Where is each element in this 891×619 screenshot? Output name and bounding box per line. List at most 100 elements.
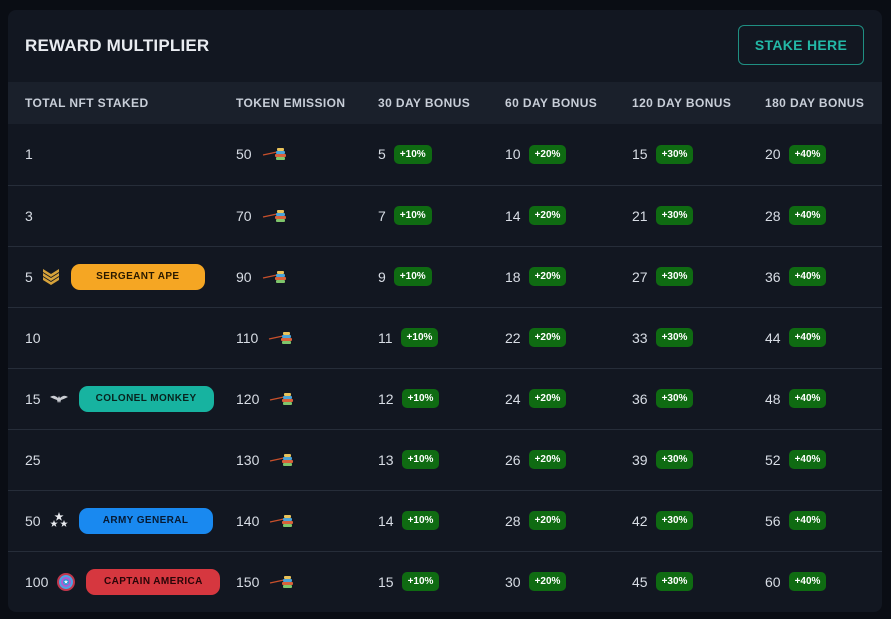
token-emission-value: 150 [236,573,260,590]
token-emission-value: 70 [236,207,252,224]
token-coin-icon [270,514,294,527]
bonus-30-badge: +10% [393,144,432,164]
nft-staked-value: 100 [25,573,49,590]
bonus-60-badge: +20% [528,267,567,286]
bonus-60-badge: +20% [528,450,567,469]
rank-badge: COLONEL MONKEY [78,385,214,412]
bonus-180-value: 44 [765,329,781,346]
table-row: 25 130 13 +10% 26 +20% 39 +30% 52 +40 [8,429,882,490]
bonus-30-value: 11 [378,329,393,346]
token-emission-value: 90 [236,268,252,285]
col-total-nft-staked: TOTAL NFT STAKED [25,96,149,110]
rank-badge: SERGEANT APE [70,263,205,290]
bonus-30-badge: +10% [401,450,440,469]
bonus-60-badge: +20% [528,572,567,592]
bonus-180-value: 52 [765,451,781,468]
token-coin-icon [270,575,294,588]
shield-icon [56,572,76,592]
nft-staked-value: 15 [25,390,41,407]
bonus-120-badge: +30% [655,267,694,286]
bonus-30-value: 13 [378,451,394,468]
bonus-120-badge: +30% [655,572,694,592]
bonus-30-badge: +10% [400,328,439,347]
bonus-180-badge: +40% [788,572,827,592]
bonus-180-badge: +40% [788,206,827,225]
bonus-180-badge: +40% [788,389,827,408]
col-30-day-bonus: 30 DAY BONUS [378,96,471,110]
stake-here-button[interactable]: STAKE HERE [738,25,864,65]
card-header: REWARD MULTIPLIER STAKE HERE [8,10,882,82]
bonus-180-badge: +40% [788,511,827,530]
nft-staked-value: 1 [25,146,33,163]
bonus-60-badge: +20% [528,328,567,347]
nft-staked-value: 3 [25,207,33,224]
col-60-day-bonus: 60 DAY BONUS [505,96,598,110]
token-coin-icon [270,453,294,466]
page-title: REWARD MULTIPLIER [25,36,210,55]
bonus-60-value: 30 [505,573,521,590]
table-row: 50 ARMY GENERAL 140 14 +10% 28 +20% 42 +… [8,490,882,551]
token-coin-icon [269,331,293,344]
token-coin-icon [262,148,286,161]
token-emission-value: 110 [236,329,259,346]
token-emission-value: 120 [236,390,260,407]
bonus-60-value: 26 [505,451,521,468]
bonus-30-value: 14 [378,512,394,529]
table-row: 1 50 5 +10% 10 +20% 15 +30% 20 +40% [8,124,882,185]
table-row: 10 110 11 +10% 22 +20% 33 +30% 44 +40 [8,307,882,368]
bonus-180-badge: +40% [788,144,827,164]
table-row: 100 CAPTAIN AMERICA 150 15 +10% 30 +20% … [8,551,882,612]
nft-staked-value: 10 [25,329,41,346]
table-row: 3 70 7 +10% 14 +20% 21 +30% 28 +40% [8,185,882,246]
bonus-120-value: 45 [632,573,648,590]
bonus-30-badge: +10% [401,511,440,530]
stars-icon [49,511,69,531]
bonus-60-badge: +20% [528,206,567,225]
bonus-180-value: 20 [765,146,781,163]
bonus-120-value: 33 [632,329,648,346]
token-coin-icon [262,209,286,222]
eagle-icon [49,389,69,409]
rank-badge: ARMY GENERAL [78,507,213,534]
bonus-180-value: 60 [765,573,781,590]
bonus-120-value: 27 [632,268,648,285]
token-emission-value: 50 [236,146,252,163]
bonus-180-badge: +40% [788,450,827,469]
table-header-row: TOTAL NFT STAKED TOKEN EMISSION 30 DAY B… [8,82,882,124]
bonus-30-value: 15 [378,573,394,590]
bonus-120-badge: +30% [655,144,694,164]
col-120-day-bonus: 120 DAY BONUS [632,96,732,110]
bonus-60-badge: +20% [528,389,567,408]
nft-staked-value: 25 [25,451,41,468]
table-row: 5 SERGEANT APE 90 9 +10% 18 +20% 27 +30%… [8,246,882,307]
token-emission-value: 140 [236,512,260,529]
bonus-120-badge: +30% [655,511,694,530]
col-180-day-bonus: 180 DAY BONUS [765,96,865,110]
token-emission-value: 130 [236,451,260,468]
bonus-120-value: 21 [632,207,648,224]
bonus-120-value: 15 [632,146,648,163]
bonus-180-value: 48 [765,390,781,407]
bonus-120-value: 36 [632,390,648,407]
col-token-emission: TOKEN EMISSION [236,96,346,110]
bonus-180-value: 28 [765,207,781,224]
bonus-120-value: 42 [632,512,648,529]
bonus-60-value: 24 [505,390,521,407]
nft-staked-value: 50 [25,512,41,529]
nft-staked-value: 5 [25,268,33,285]
token-coin-icon [270,392,294,405]
bonus-60-value: 28 [505,512,521,529]
table-row: 15 COLONEL MONKEY 120 12 +10% 24 +20% 36… [8,368,882,429]
bonus-60-value: 22 [505,329,521,346]
bonus-30-badge: +10% [393,206,432,225]
bonus-120-badge: +30% [655,450,694,469]
bonus-60-value: 10 [505,146,521,163]
bonus-30-value: 5 [378,146,386,163]
bonus-120-badge: +30% [655,206,694,225]
bonus-30-badge: +10% [401,389,440,408]
sergeant-chevron-icon [41,267,61,287]
token-coin-icon [262,270,286,283]
multiplier-table: TOTAL NFT STAKED TOKEN EMISSION 30 DAY B… [8,82,882,612]
reward-multiplier-card: REWARD MULTIPLIER STAKE HERE TOTAL NFT S… [8,10,882,612]
bonus-120-value: 39 [632,451,648,468]
